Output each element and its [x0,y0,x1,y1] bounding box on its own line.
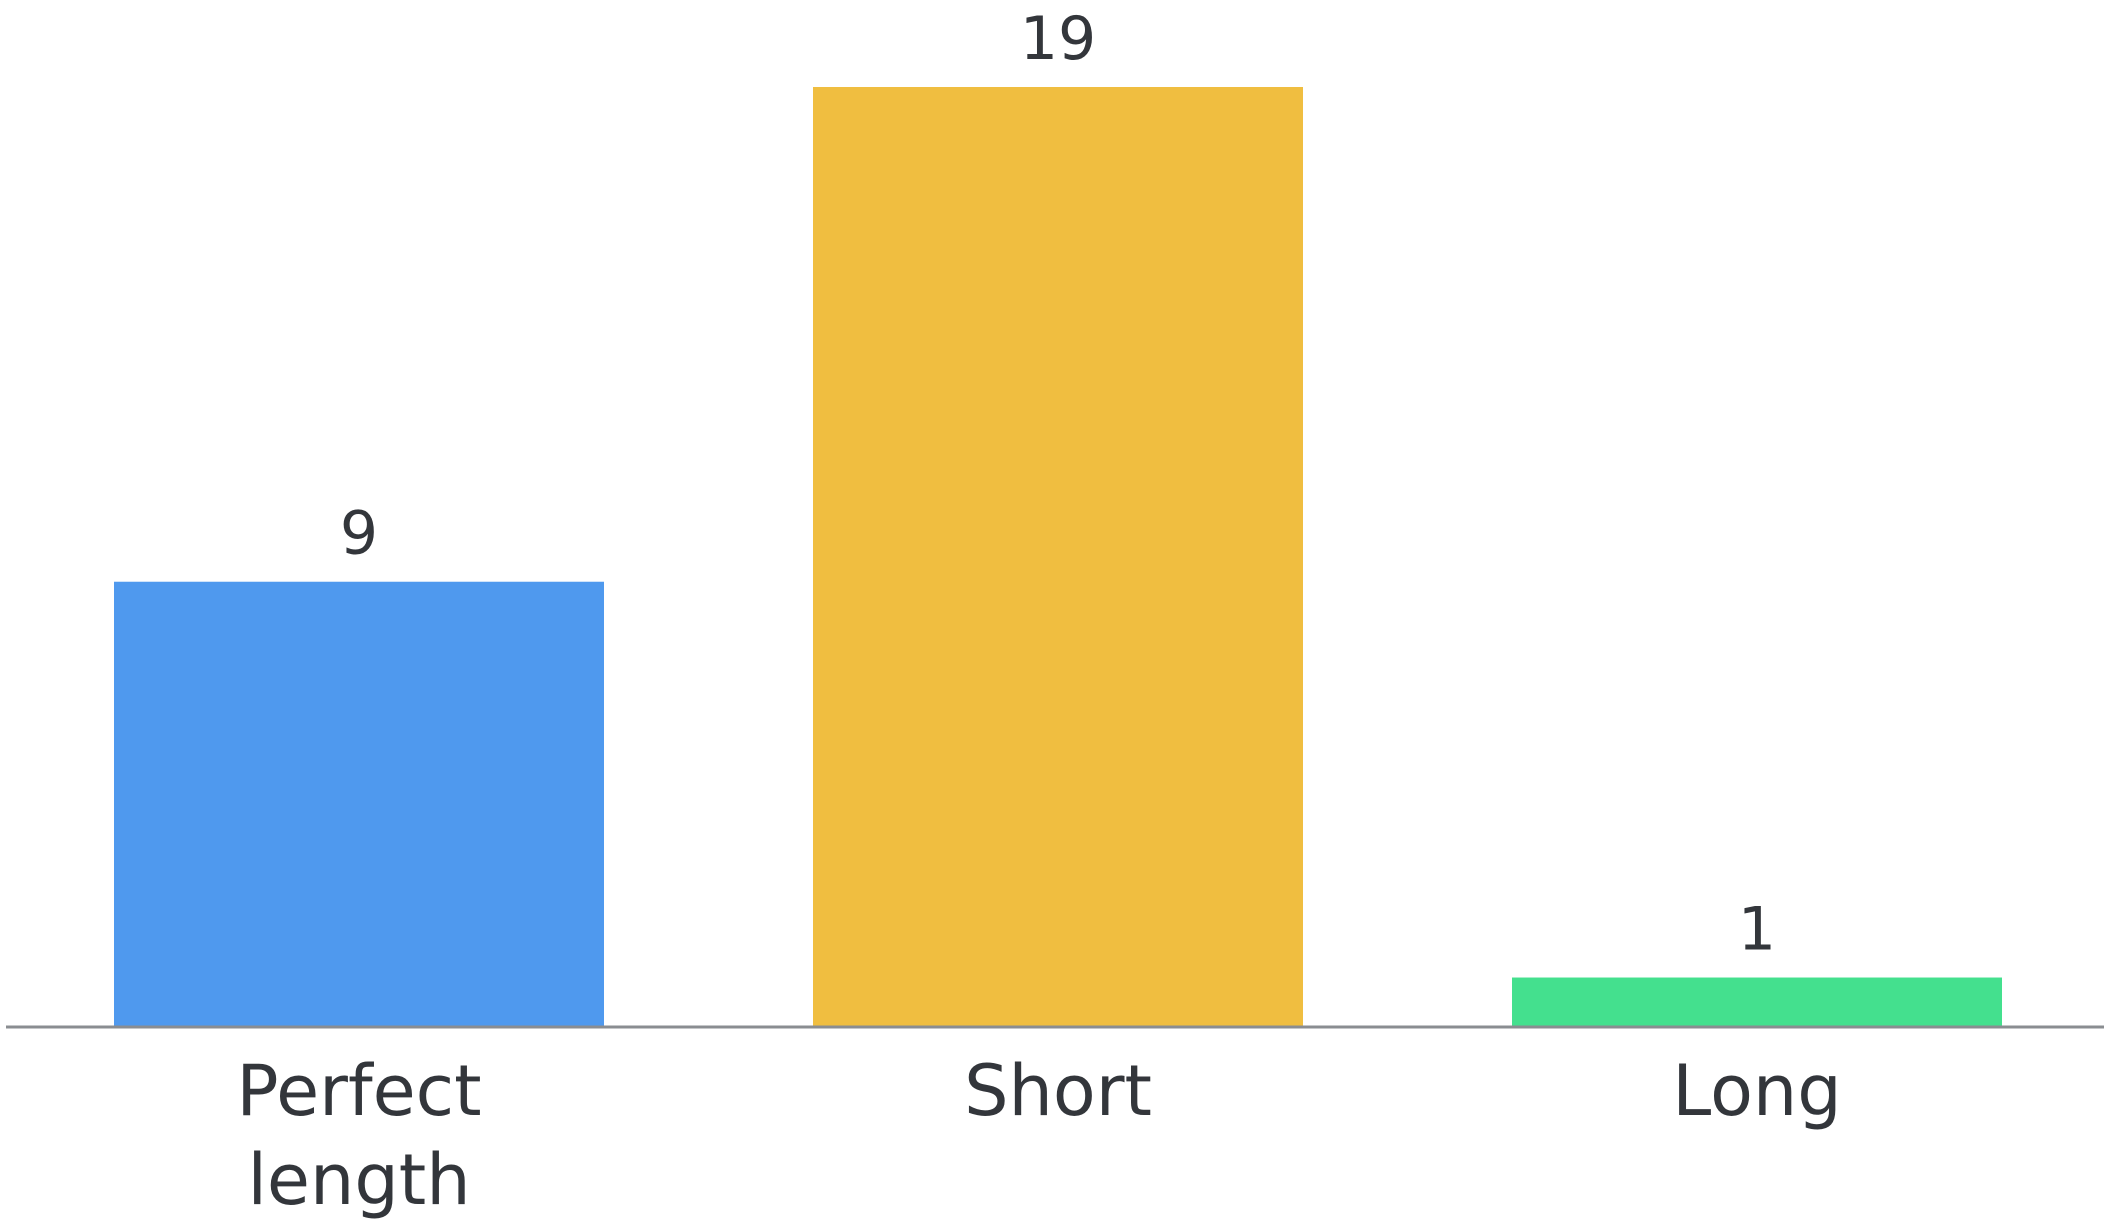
bar-value-label: 1 [1738,895,1776,965]
x-tick-label: Short [964,1050,1152,1132]
value-labels: 9 19 1 [340,4,1776,965]
bar [1512,977,2002,1027]
bar [114,581,604,1027]
bar-value-label: 9 [340,499,378,569]
bars [114,87,2002,1027]
x-tick-label: Long [1672,1050,1841,1132]
bar-value-label: 19 [1020,4,1096,74]
x-tick-label-line: Short [964,1050,1152,1132]
x-tick-label: Perfect length [236,1050,481,1219]
x-tick-label-line: Long [1672,1050,1841,1132]
bar [813,87,1303,1027]
x-tick-label-line: length [247,1139,470,1219]
x-tick-label-line: Perfect [236,1050,481,1132]
x-tick-labels: Perfect length Short Long [236,1050,1841,1219]
